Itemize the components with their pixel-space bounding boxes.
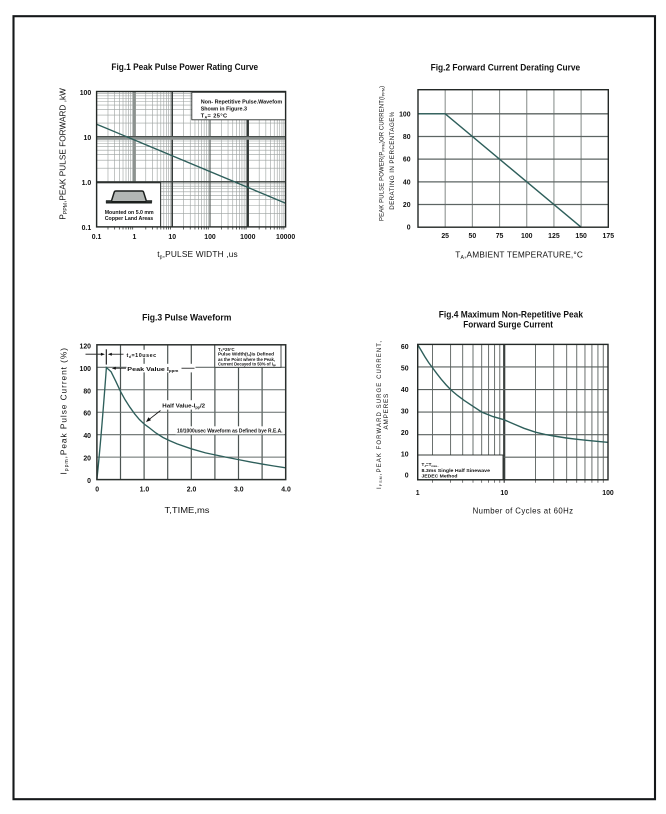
svg-text:120: 120 xyxy=(80,343,92,350)
svg-text:100: 100 xyxy=(80,90,92,97)
svg-text:IFSM,PEAK FORWARD SURGE CURREN: IFSM,PEAK FORWARD SURGE CURRENT, xyxy=(377,340,383,489)
svg-text:50: 50 xyxy=(469,233,477,240)
svg-text:0: 0 xyxy=(87,478,91,485)
svg-text:125: 125 xyxy=(548,233,560,240)
svg-text:td=10usec: td=10usec xyxy=(127,353,157,359)
svg-text:10: 10 xyxy=(500,490,508,497)
svg-text:8.3ms Single Half Sinewave: 8.3ms Single Half Sinewave xyxy=(422,468,491,473)
svg-text:T,TIME,ms: T,TIME,ms xyxy=(165,505,210,515)
svg-text:Half Value-Ipp/2: Half Value-I pp/2 xyxy=(162,403,205,409)
svg-text:150: 150 xyxy=(575,233,587,240)
svg-text:as the Point where the Peak,: as the Point where the Peak, xyxy=(218,357,275,362)
svg-text:Current Decayed to 50% of Ipp: Current Decayed to 50% of Ipp xyxy=(218,361,276,367)
svg-text:0.1: 0.1 xyxy=(92,234,102,241)
svg-text:Ippm,Peak Pulse Current (%): Ippm,Peak Pulse Current (%) xyxy=(58,347,69,474)
svg-text:Forward Surge Current: Forward Surge Current xyxy=(463,319,553,329)
svg-text:50: 50 xyxy=(401,365,409,372)
svg-text:10/1000usec Waveform as Defin: 10/1000usec Waveform as Defined bye R.E.… xyxy=(177,429,283,435)
svg-text:Fig.1 Peak Pulse Power Rating: Fig.1 Peak Pulse Power Rating Curve xyxy=(111,62,258,72)
svg-text:Non- Repetitive Pulse.Wavefom: Non- Repetitive Pulse.Wavefom xyxy=(201,99,283,105)
svg-text:40: 40 xyxy=(83,433,91,440)
svg-text:1: 1 xyxy=(132,234,136,241)
svg-text:40: 40 xyxy=(403,179,411,186)
svg-text:TJ=Tmax..: TJ=Tmax.. xyxy=(422,462,439,468)
svg-text:Mounted on 5.0 mm: Mounted on 5.0 mm xyxy=(105,210,154,216)
svg-text:TA= 25°C: TA= 25°C xyxy=(201,113,228,119)
svg-text:4.0: 4.0 xyxy=(281,487,291,494)
svg-text:25: 25 xyxy=(441,233,449,240)
svg-text:40: 40 xyxy=(401,387,409,394)
svg-text:DERATING IN PERCENTAGE%: DERATING IN PERCENTAGE% xyxy=(389,111,396,210)
svg-text:60: 60 xyxy=(83,411,91,418)
svg-text:JEDEC Method: JEDEC Method xyxy=(422,473,458,478)
svg-text:PPPM,PEAK PULSE FORWARD ,kW: PPPM,PEAK PULSE FORWARD ,kW xyxy=(58,88,68,220)
svg-text:1.0: 1.0 xyxy=(140,487,150,494)
svg-text:100: 100 xyxy=(204,234,216,241)
svg-text:3.0: 3.0 xyxy=(234,487,244,494)
svg-text:80: 80 xyxy=(403,134,411,141)
svg-text:Pulse Width(td)is Defined: Pulse Width(t d)is Defined xyxy=(218,351,274,357)
svg-text:PEAK PULSE POWER(PPPM)OR CURRE: PEAK PULSE POWER(PPPM)OR CURRENT(IPPM) xyxy=(379,86,385,221)
svg-text:Fig.3 Pulse Waveform: Fig.3 Pulse Waveform xyxy=(142,313,231,323)
svg-text:1.0: 1.0 xyxy=(82,180,92,187)
svg-text:0: 0 xyxy=(405,473,409,480)
svg-text:80: 80 xyxy=(83,388,91,395)
svg-text:0.1: 0.1 xyxy=(82,225,92,232)
svg-text:20: 20 xyxy=(403,202,411,209)
svg-text:10: 10 xyxy=(168,234,176,241)
svg-text:Peak Value Ippm: Peak Value Ippm xyxy=(127,367,178,373)
svg-text:75: 75 xyxy=(496,233,504,240)
svg-text:100: 100 xyxy=(399,111,411,118)
svg-text:100: 100 xyxy=(521,233,533,240)
svg-text:30: 30 xyxy=(401,408,409,415)
svg-text:TA=25°C: TA=25°C xyxy=(218,347,235,353)
svg-text:100: 100 xyxy=(602,490,614,497)
svg-text:1000: 1000 xyxy=(240,234,255,241)
svg-text:Fig.4 Maximum Non-Repetitive: Fig.4 Maximum Non-Repetitive Peak xyxy=(439,309,584,319)
svg-text:Fig.2 Forward Current Deratin: Fig.2 Forward Current Derating Curve xyxy=(431,62,581,72)
svg-text:0: 0 xyxy=(407,225,411,232)
svg-text:60: 60 xyxy=(403,157,411,164)
svg-text:10000: 10000 xyxy=(276,234,295,241)
svg-text:100: 100 xyxy=(80,366,92,373)
svg-text:10: 10 xyxy=(401,451,409,458)
svg-text:0: 0 xyxy=(95,487,99,494)
svg-text:Shown in Figure.3: Shown in Figure.3 xyxy=(201,106,247,112)
svg-text:2.0: 2.0 xyxy=(187,487,197,494)
svg-text:20: 20 xyxy=(83,456,91,463)
svg-text:10: 10 xyxy=(84,135,92,142)
svg-text:AMPERES: AMPERES xyxy=(383,393,390,430)
svg-text:60: 60 xyxy=(401,344,409,351)
svg-text:175: 175 xyxy=(603,233,615,240)
svg-text:20: 20 xyxy=(401,430,409,437)
svg-text:tp,PULSE WIDTH ,us: tp,PULSE WIDTH ,us xyxy=(157,249,238,260)
svg-text:TA,AMBIENT TEMPERATURE,°C: TA,AMBIENT TEMPERATURE,°C xyxy=(455,250,583,261)
svg-text:1: 1 xyxy=(416,490,420,497)
svg-text:Copper Land Areas: Copper Land Areas xyxy=(105,216,154,222)
svg-text:Number of Cycles at 60Hz: Number of Cycles at 60Hz xyxy=(473,506,574,516)
